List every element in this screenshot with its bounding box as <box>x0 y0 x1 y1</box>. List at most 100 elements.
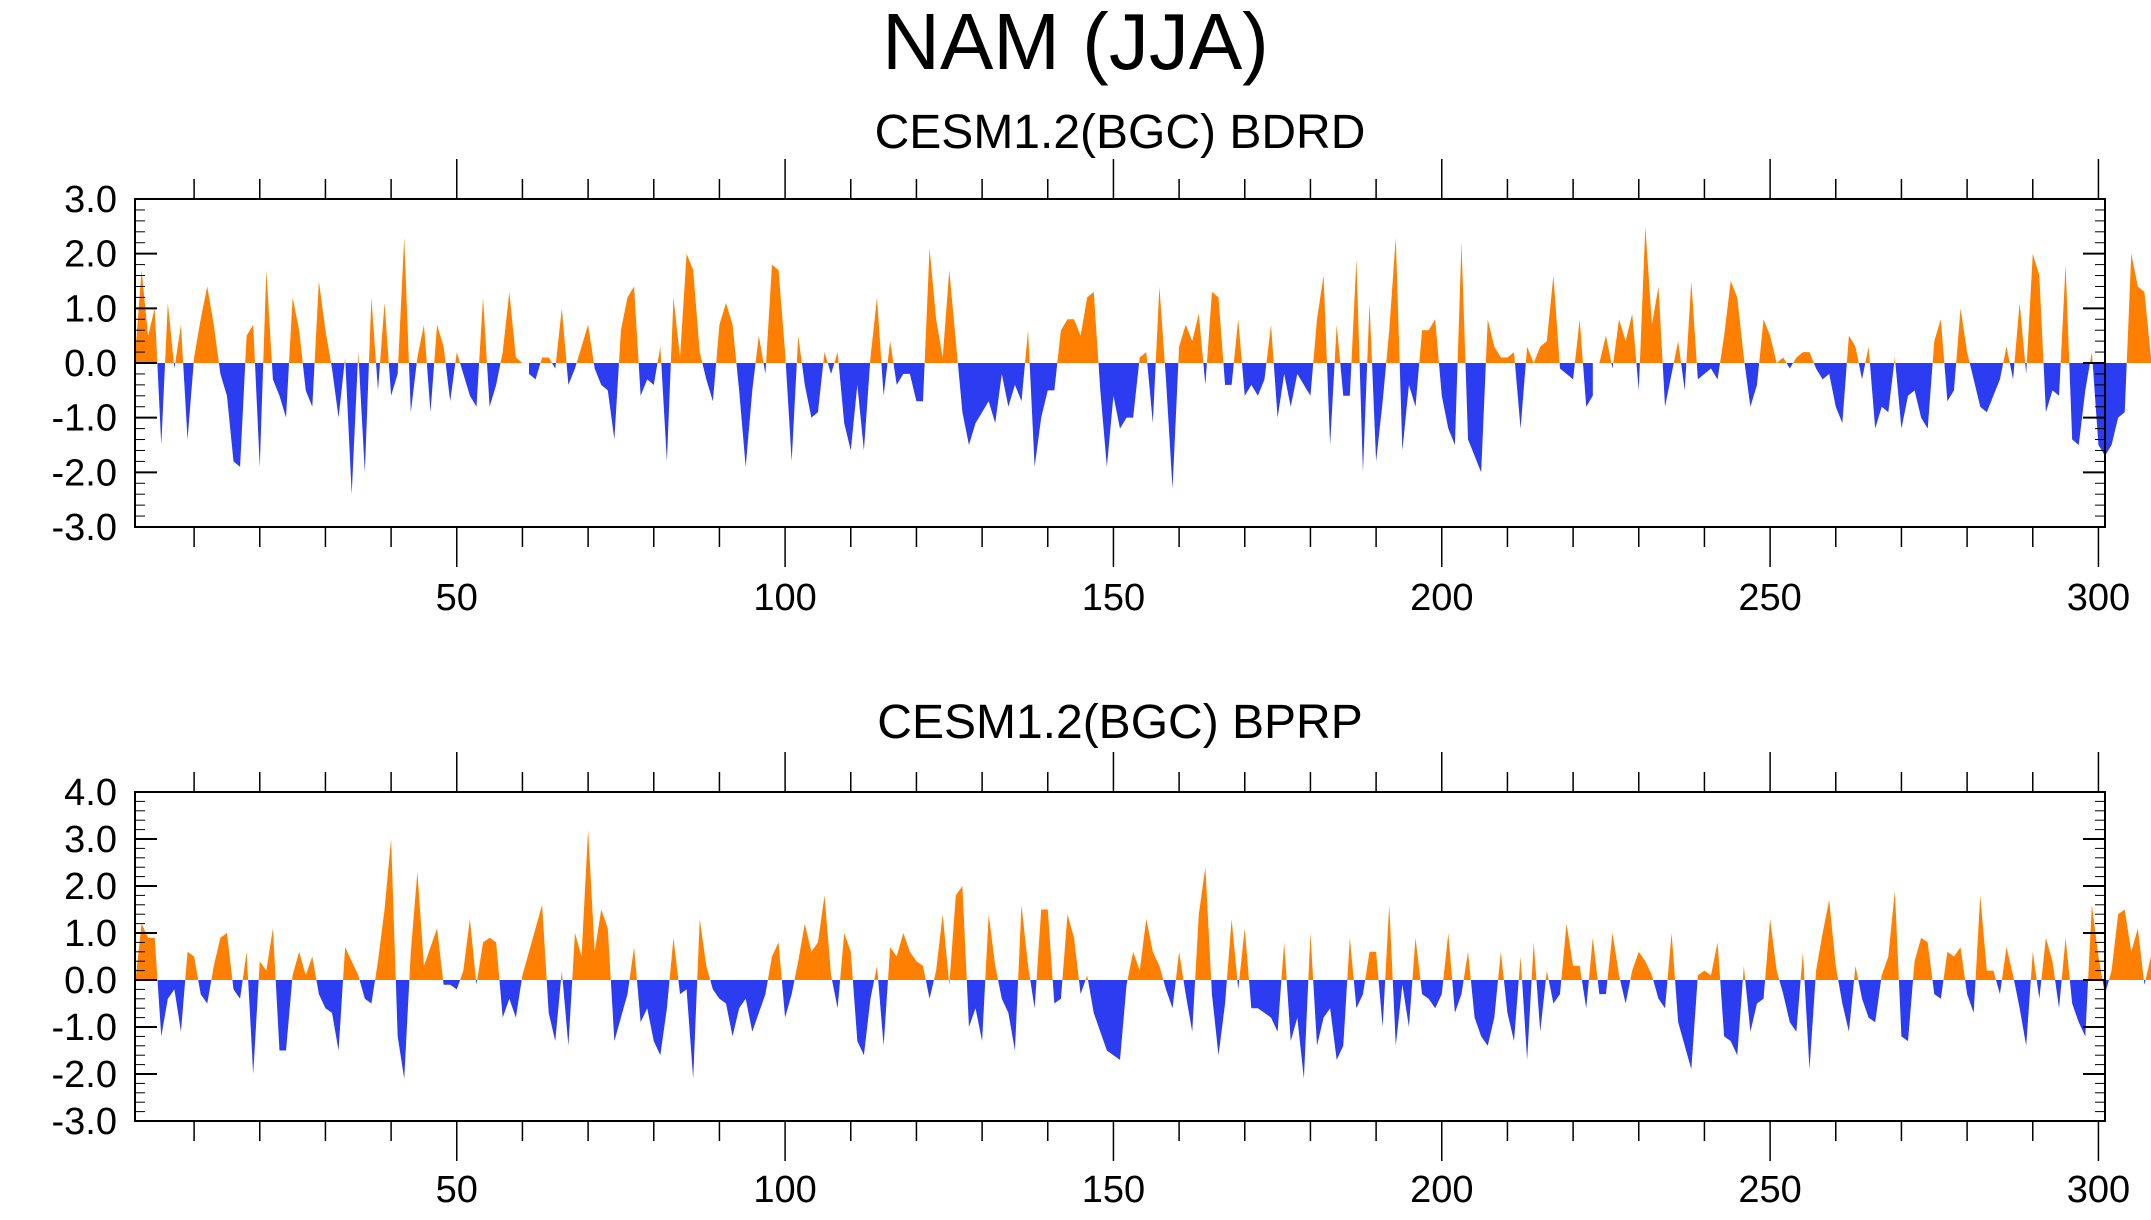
positive-area-57 <box>1085 975 1088 980</box>
negative-area-38 <box>832 980 841 1009</box>
x-tick-label: 250 <box>1738 577 1801 619</box>
negative-area-95 <box>1465 363 1486 473</box>
positive-area-10 <box>263 270 272 363</box>
negative-area-36 <box>781 980 795 1018</box>
y-tick-label: 1.0 <box>64 913 117 955</box>
negative-area-90 <box>1536 980 1546 1032</box>
negative-area-63 <box>893 363 925 402</box>
negative-area-103 <box>1611 363 1614 369</box>
positive-area-28 <box>434 324 446 363</box>
positive-area-51 <box>1018 904 1031 980</box>
negative-area-100 <box>1653 980 1668 1009</box>
positive-area-35 <box>767 942 782 980</box>
positive-area-123 <box>2001 947 2014 980</box>
positive-area-48 <box>716 302 737 363</box>
negative-area-61 <box>881 363 888 396</box>
positive-area-107 <box>1765 918 1780 980</box>
positive-area-77 <box>1385 904 1393 980</box>
negative-area-117 <box>1813 363 1847 424</box>
x-tick-label: 50 <box>436 577 478 619</box>
negative-area-81 <box>1273 363 1314 418</box>
positive-area-98 <box>1525 275 1560 363</box>
negative-area-94 <box>1581 980 1589 1009</box>
x-tick-label: 250 <box>1738 1169 1801 1211</box>
negative-area-75 <box>1203 363 1207 385</box>
negative-area-111 <box>1696 363 1721 380</box>
positive-area-95 <box>1588 937 1598 980</box>
positive-area-27 <box>572 829 611 980</box>
positive-area-115 <box>1881 890 1899 980</box>
y-tick-label: 2.0 <box>64 234 117 276</box>
negative-area-55 <box>801 363 824 418</box>
negative-area-57 <box>827 363 835 374</box>
negative-area-128 <box>2055 980 2062 1009</box>
panel-bprp: CESM1.2(BGC) BPRP 4.0 3.0 2.0 1.0 0.0 -1.0 -2.0… <box>52 696 2151 1211</box>
positive-area-65 <box>1226 918 1238 980</box>
negative-area-39 <box>566 363 577 385</box>
positive-area-91 <box>1545 970 1549 980</box>
negative-area-3 <box>173 363 176 369</box>
y-tick-label: 0.0 <box>64 960 117 1002</box>
x-tick-label: 200 <box>1410 577 1473 619</box>
negative-area-70 <box>1286 980 1309 1079</box>
negative-area-110 <box>1804 980 1816 1070</box>
negative-area-127 <box>1969 363 2004 413</box>
positive-area-26 <box>416 324 427 363</box>
positive-area-22 <box>380 302 389 363</box>
negative-area-97 <box>1514 363 1526 429</box>
positive-area-72 <box>1155 286 1165 363</box>
negative-area-102 <box>1675 980 1698 1070</box>
y-tick-label: 4.0 <box>64 772 117 814</box>
positive-area-109 <box>1800 951 1805 980</box>
y-tick-label: 3.0 <box>64 179 117 221</box>
negative-area-25 <box>408 363 417 413</box>
negative-area-22 <box>499 980 522 1018</box>
positive-area-88 <box>1367 302 1373 363</box>
negative-area-96 <box>1597 980 1608 995</box>
negative-area-92 <box>1548 980 1562 1004</box>
negative-area-10 <box>275 980 293 1051</box>
plot-frame <box>134 791 2106 1122</box>
positive-area-117 <box>1913 937 1933 980</box>
negative-area-112 <box>1838 980 1855 1032</box>
positive-area-138 <box>2126 253 2151 363</box>
positive-area-69 <box>1281 942 1287 980</box>
negative-area-16 <box>395 980 410 1079</box>
positive-area-132 <box>2026 253 2044 363</box>
negative-area-124 <box>2014 980 2031 1046</box>
positive-area-17 <box>409 871 444 980</box>
positive-area-114 <box>1759 319 1787 363</box>
positive-area-110 <box>1686 281 1697 363</box>
negative-area-72 <box>1313 980 1348 1060</box>
negative-area-69 <box>1098 363 1140 467</box>
positive-area-124 <box>1932 319 1945 363</box>
positive-area-8 <box>245 324 255 363</box>
negative-area-17 <box>345 363 358 495</box>
positive-area-4 <box>175 324 184 363</box>
positive-area-67 <box>1239 928 1250 980</box>
positive-area-16 <box>344 357 346 363</box>
y-tick-label: 0.0 <box>64 343 117 385</box>
negative-area-73 <box>1164 363 1179 489</box>
negative-area-78 <box>1392 980 1413 1046</box>
positive-area-90 <box>1386 237 1400 363</box>
negative-area-32 <box>678 980 698 1079</box>
y-tick-label: 3.0 <box>64 819 117 861</box>
negative-area-20 <box>476 980 478 985</box>
positive-area-136 <box>2089 352 2093 363</box>
positive-area-108 <box>1673 341 1682 363</box>
positive-area-38 <box>555 308 567 363</box>
positive-area-111 <box>1815 900 1839 980</box>
positive-area-44 <box>657 346 662 363</box>
positive-area-103 <box>1697 942 1721 980</box>
positive-area-120 <box>1865 346 1870 363</box>
positive-area-63 <box>1195 867 1212 980</box>
negative-area-115 <box>1786 363 1794 369</box>
negative-area-109 <box>1681 363 1687 391</box>
positive-area-92 <box>1419 319 1439 363</box>
positive-area-127 <box>2041 937 2056 980</box>
negative-area-13 <box>302 363 315 407</box>
negative-area-5 <box>183 363 194 440</box>
negative-area-64 <box>1211 980 1227 1056</box>
negative-area-46 <box>948 980 950 985</box>
